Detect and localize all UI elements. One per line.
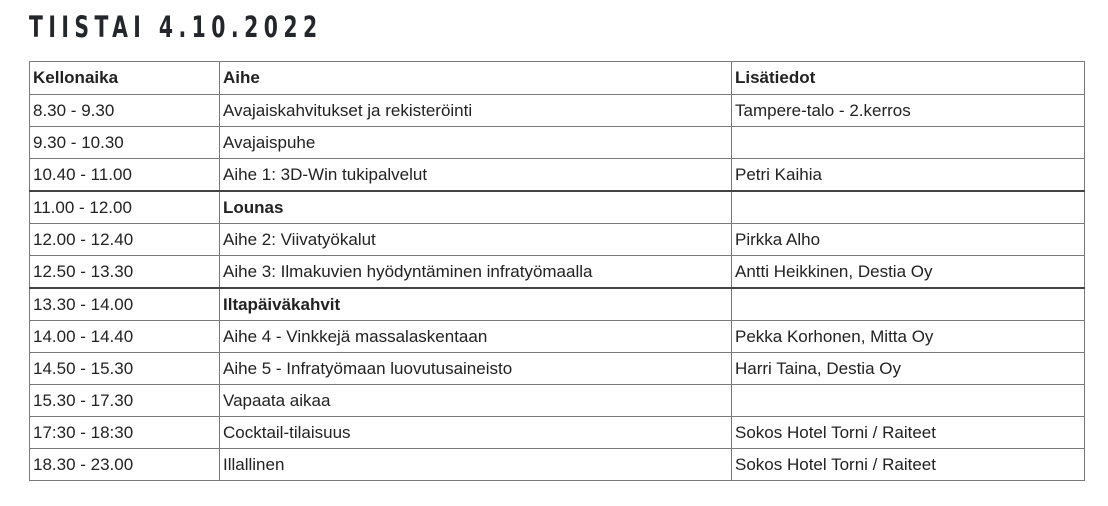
cell-time: 8.30 - 9.30 <box>29 94 220 127</box>
cell-info: Petri Kaihia <box>731 158 1085 192</box>
cell-topic: Aihe 1: 3D-Win tukipalvelut <box>219 158 732 192</box>
cell-time: 15.30 - 17.30 <box>29 384 220 417</box>
cell-topic: Iltapäiväkahvit <box>219 287 732 321</box>
header-time: Kellonaika <box>29 61 220 95</box>
schedule-table: Kellonaika Aihe Lisätiedot 8.30 - 9.30 Av… <box>29 61 1085 481</box>
table-row: 12.00 - 12.40 Aihe 2: Viivatyökalut Pirkka… <box>29 223 1085 256</box>
cell-topic: Vapaata aikaa <box>219 384 732 417</box>
cell-info <box>731 190 1085 224</box>
cell-time: 14.50 - 15.30 <box>29 352 220 385</box>
cell-time: 9.30 - 10.30 <box>29 126 220 159</box>
cell-time: 14.00 - 14.40 <box>29 320 220 353</box>
cell-info: Sokos Hotel Torni / Raiteet <box>731 416 1085 449</box>
cell-topic: Cocktail-tilaisuus <box>219 416 732 449</box>
table-row: 13.30 - 14.00 Iltapäiväkahvit <box>29 287 1085 321</box>
cell-time: 12.50 - 13.30 <box>29 255 220 289</box>
cell-time: 13.30 - 14.00 <box>29 287 220 321</box>
cell-topic: Aihe 3: Ilmakuvien hyödyntäminen infraty… <box>219 255 732 289</box>
cell-info <box>731 384 1085 417</box>
table-row: 12.50 - 13.30 Aihe 3: Ilmakuvien hyödyntä… <box>29 255 1085 289</box>
table-row: 14.00 - 14.40 Aihe 4 - Vinkkejä massalask… <box>29 320 1085 353</box>
table-row: 9.30 - 10.30 Avajaispuhe <box>29 126 1085 159</box>
cell-info <box>731 287 1085 321</box>
header-topic: Aihe <box>219 61 732 95</box>
cell-topic: Illallinen <box>219 448 732 481</box>
table-row: 14.50 - 15.30 Aihe 5 - Infratyömaan luovu… <box>29 352 1085 385</box>
cell-topic: Avajaispuhe <box>219 126 732 159</box>
cell-info: Pirkka Alho <box>731 223 1085 256</box>
cell-info: Sokos Hotel Torni / Raiteet <box>731 448 1085 481</box>
table-row: 8.30 - 9.30 Avajaiskahvitukset ja rekiste… <box>29 94 1085 127</box>
cell-info: Pekka Korhonen, Mitta Oy <box>731 320 1085 353</box>
cell-info <box>731 126 1085 159</box>
page-title: TIISTAI 4.10.2022 <box>29 10 323 44</box>
table-row: 11.00 - 12.00 Lounas <box>29 190 1085 224</box>
cell-time: 10.40 - 11.00 <box>29 158 220 192</box>
table-row: 18.30 - 23.00 Illallinen Sokos Hotel Torni… <box>29 448 1085 481</box>
header-info: Lisätiedot <box>731 61 1085 95</box>
cell-topic: Aihe 4 - Vinkkejä massalaskentaan <box>219 320 732 353</box>
cell-topic: Aihe 5 - Infratyömaan luovutusaineisto <box>219 352 732 385</box>
cell-time: 18.30 - 23.00 <box>29 448 220 481</box>
cell-info: Tampere-talo - 2.kerros <box>731 94 1085 127</box>
cell-time: 17:30 - 18:30 <box>29 416 220 449</box>
cell-time: 11.00 - 12.00 <box>29 190 220 224</box>
table-header: Kellonaika Aihe Lisätiedot <box>29 61 1085 95</box>
table-row: 15.30 - 17.30 Vapaata aikaa <box>29 384 1085 417</box>
cell-topic: Aihe 2: Viivatyökalut <box>219 223 732 256</box>
cell-topic: Avajaiskahvitukset ja rekisteröinti <box>219 94 732 127</box>
cell-info: Antti Heikkinen, Destia Oy <box>731 255 1085 289</box>
cell-topic: Lounas <box>219 190 732 224</box>
cell-time: 12.00 - 12.40 <box>29 223 220 256</box>
table-row: 17:30 - 18:30 Cocktail-tilaisuus Sokos Hot… <box>29 416 1085 449</box>
table-row: 10.40 - 11.00 Aihe 1: 3D-Win tukipalvelut… <box>29 158 1085 192</box>
cell-info: Harri Taina, Destia Oy <box>731 352 1085 385</box>
